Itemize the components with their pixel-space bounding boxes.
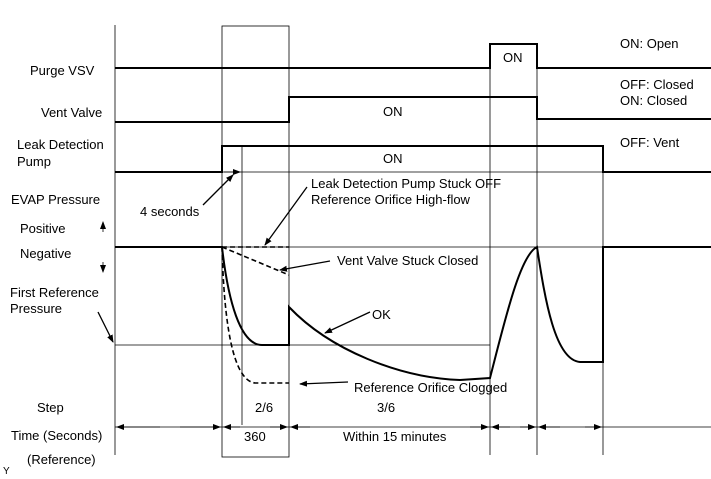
- label-purge-vsv: Purge VSV: [30, 63, 95, 78]
- orifice-clogged-dashed: [221, 246, 289, 384]
- annotation-arrows: [97, 169, 371, 387]
- vent-on-meaning: ON: Closed: [620, 93, 687, 108]
- label-time: Time (Seconds): [11, 428, 102, 443]
- four-seconds-note: 4 seconds: [140, 204, 200, 219]
- vent-stuck-note: Vent Valve Stuck Closed: [337, 253, 478, 268]
- vent-off-meaning: OFF: Vent: [620, 135, 680, 150]
- step-3-label: 3/6: [377, 400, 395, 415]
- pump-stuck-note-line1: Leak Detection Pump Stuck OFF: [311, 176, 501, 191]
- label-step: Step: [37, 400, 64, 415]
- label-evap-pressure: EVAP Pressure: [11, 192, 100, 207]
- purge-on-label: ON: [503, 50, 523, 65]
- evap-pressure-ok-waveform: [115, 245, 711, 382]
- pump-on-label: ON: [383, 151, 403, 166]
- purge-off-meaning: OFF: Closed: [620, 77, 694, 92]
- label-first-ref-line1: First Reference: [10, 285, 99, 300]
- step-2-label: 2/6: [255, 400, 273, 415]
- purge-vsv-waveform: [115, 43, 711, 69]
- purge-on-meaning: ON: Open: [620, 36, 679, 51]
- vent-on-label: ON: [383, 104, 403, 119]
- label-positive: Positive: [20, 221, 66, 236]
- orifice-clogged-note: Reference Orifice Clogged: [354, 380, 507, 395]
- label-first-ref-line2: Pressure: [10, 301, 62, 316]
- label-pump-line2: Pump: [17, 154, 51, 169]
- ok-note: OK: [372, 307, 391, 322]
- corner-mark: Y: [3, 466, 10, 477]
- label-pump-line1: Leak Detection: [17, 137, 104, 152]
- time-step-3: Within 15 minutes: [343, 429, 447, 444]
- pump-waveform: [115, 145, 711, 173]
- label-reference: (Reference): [27, 452, 96, 467]
- pump-stuck-note-line2: Reference Orifice High-flow: [311, 192, 471, 207]
- time-step-2: 360: [244, 429, 266, 444]
- vent-valve-waveform: [115, 96, 711, 123]
- vent-stuck-dashed: [221, 246, 290, 276]
- label-negative: Negative: [20, 246, 71, 261]
- label-vent-valve: Vent Valve: [41, 105, 102, 120]
